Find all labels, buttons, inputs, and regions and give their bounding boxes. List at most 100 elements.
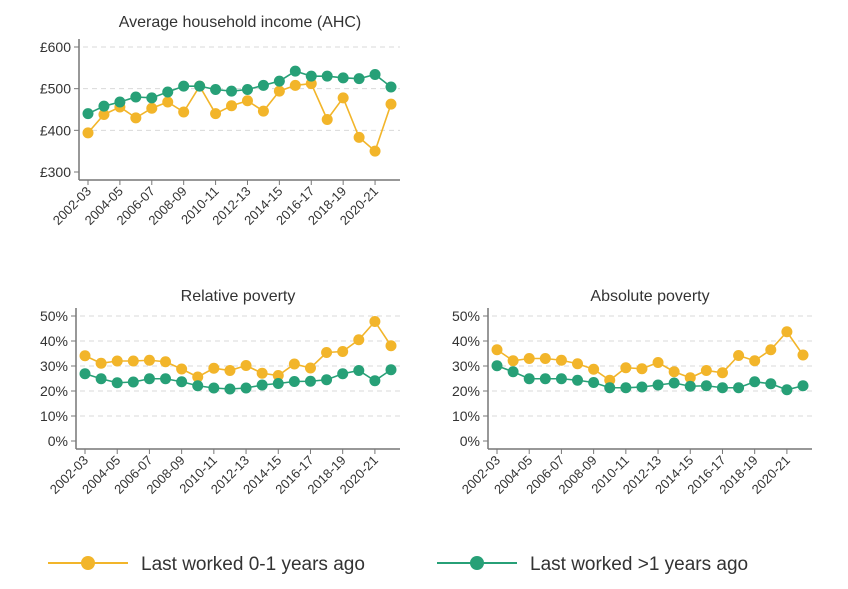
data-point-older: [700, 380, 712, 392]
data-point-recent: [162, 96, 174, 108]
y-tick-label: 10%: [452, 408, 480, 424]
data-point-older: [491, 360, 503, 372]
data-point-recent: [555, 354, 567, 366]
data-point-recent: [539, 353, 551, 364]
data-point-older: [636, 381, 648, 393]
data-point-recent: [208, 362, 220, 374]
data-point-recent: [797, 349, 809, 361]
income-title: Average household income (AHC): [119, 14, 362, 31]
data-point-older: [321, 70, 333, 82]
data-point-older: [194, 80, 206, 92]
data-point-older: [257, 79, 269, 91]
data-point-older: [781, 384, 793, 396]
data-point-older: [82, 108, 94, 120]
data-point-older: [684, 380, 696, 392]
legend-label-recent: Last worked 0-1 years ago: [141, 554, 365, 575]
data-point-older: [272, 378, 284, 389]
y-tick-label: 20%: [40, 383, 68, 399]
data-point-recent: [192, 371, 204, 383]
absolute-poverty-title: Absolute poverty: [590, 288, 709, 305]
legend-marker-recent: [81, 556, 95, 570]
data-point-recent: [588, 363, 600, 375]
y-tick-label: £600: [40, 39, 71, 55]
data-point-recent: [289, 79, 301, 91]
data-point-recent: [781, 326, 793, 338]
data-point-recent: [210, 108, 222, 120]
y-tick-label: 20%: [452, 383, 480, 399]
data-point-recent: [272, 370, 284, 381]
data-point-older: [226, 85, 238, 97]
data-point-recent: [684, 372, 696, 384]
data-point-older: [114, 96, 126, 108]
y-tick-label: 10%: [40, 408, 68, 424]
data-point-older: [572, 374, 584, 386]
data-point-recent: [160, 356, 172, 368]
data-point-older: [797, 380, 809, 392]
data-point-older: [523, 373, 535, 385]
data-point-older: [273, 75, 285, 87]
data-point-older: [369, 69, 381, 80]
y-tick-label: 50%: [40, 308, 68, 324]
data-point-older: [208, 382, 220, 394]
y-tick-label: 50%: [452, 308, 480, 324]
data-point-older: [160, 373, 172, 385]
data-point-older: [588, 377, 600, 388]
data-point-recent: [491, 344, 503, 356]
data-point-recent: [111, 355, 123, 367]
data-point-older: [98, 100, 110, 112]
data-point-recent: [130, 112, 142, 124]
data-point-recent: [369, 316, 381, 327]
y-tick-label: 0%: [48, 433, 68, 449]
data-point-recent: [321, 114, 333, 125]
y-tick-label: 30%: [40, 358, 68, 374]
data-point-older: [337, 368, 349, 380]
y-tick-label: 40%: [452, 333, 480, 349]
data-point-older: [111, 377, 123, 389]
data-point-older: [241, 84, 253, 95]
data-point-recent: [257, 105, 269, 117]
data-point-older: [176, 376, 188, 388]
relative-poverty-panel: Relative poverty 0%10%20%30%40%50%2002-0…: [40, 288, 400, 497]
data-point-older: [224, 383, 236, 395]
data-point-older: [79, 368, 91, 380]
data-point-older: [385, 364, 397, 376]
data-point-recent: [95, 357, 107, 369]
legend: Last worked 0-1 years ago Last worked >1…: [48, 554, 748, 575]
data-point-older: [765, 378, 777, 390]
data-point-older: [668, 377, 680, 389]
data-point-recent: [636, 363, 648, 375]
data-point-recent: [353, 131, 365, 143]
data-point-recent: [337, 92, 349, 104]
data-point-recent: [146, 102, 158, 114]
data-point-recent: [620, 362, 632, 374]
data-point-recent: [82, 127, 94, 139]
data-point-recent: [143, 354, 155, 366]
data-point-older: [369, 375, 381, 387]
data-point-older: [95, 373, 107, 385]
absolute-poverty-panel: Absolute poverty 0%10%20%30%40%50%2002-0…: [452, 288, 812, 497]
data-point-recent: [369, 145, 381, 157]
data-point-recent: [749, 355, 761, 367]
data-point-older: [604, 382, 616, 394]
data-point-older: [256, 379, 268, 391]
data-point-recent: [321, 347, 333, 358]
data-point-older: [304, 375, 316, 387]
data-point-older: [539, 373, 551, 385]
data-point-recent: [385, 340, 397, 352]
data-point-older: [146, 92, 158, 104]
data-point-recent: [353, 334, 365, 346]
data-point-recent: [79, 350, 91, 362]
data-point-older: [337, 72, 349, 84]
y-tick-label: £500: [40, 81, 71, 97]
data-point-older: [353, 73, 365, 85]
data-point-older: [716, 382, 728, 394]
data-point-older: [652, 379, 664, 391]
data-point-older: [288, 376, 300, 387]
legend-marker-older: [470, 556, 484, 570]
data-point-older: [321, 374, 333, 386]
data-point-older: [130, 91, 142, 103]
data-point-recent: [256, 367, 268, 379]
data-point-recent: [716, 367, 728, 379]
data-point-older: [305, 70, 317, 82]
